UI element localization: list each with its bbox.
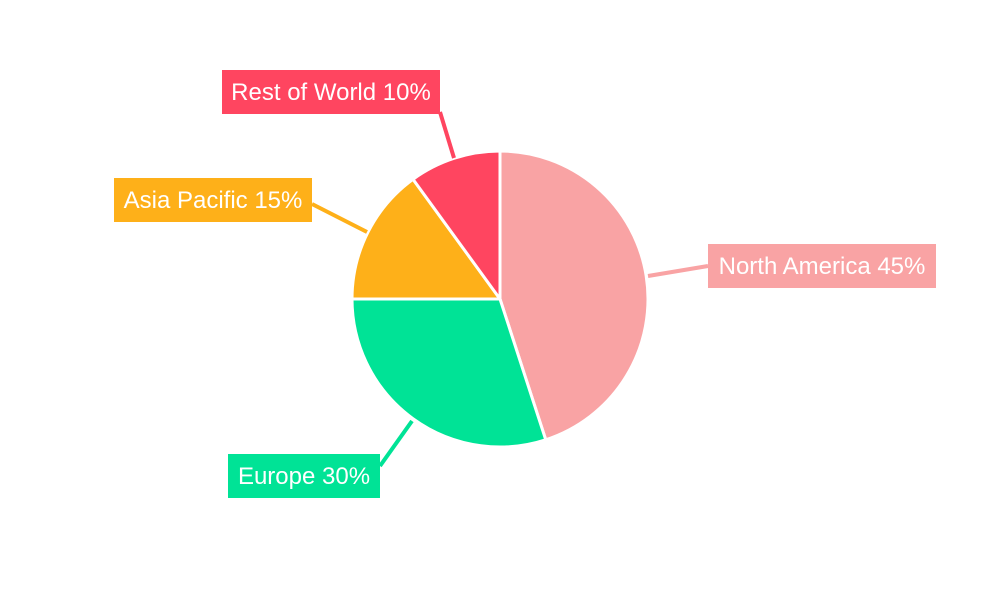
data-label-box bbox=[114, 178, 312, 222]
data-label-box bbox=[222, 70, 440, 114]
leader-line bbox=[311, 202, 368, 234]
data-label-box bbox=[708, 244, 936, 288]
pie-slice-europe[interactable] bbox=[350, 297, 548, 449]
data-label: Asia Pacific 15% bbox=[124, 187, 303, 214]
data-label: Rest of World 10% bbox=[231, 79, 431, 106]
pie-slice-north-america[interactable] bbox=[498, 149, 650, 442]
data-label: North America 45% bbox=[719, 253, 926, 280]
data-label-box bbox=[228, 454, 380, 498]
pie-slice-asia-pacific[interactable] bbox=[350, 177, 502, 301]
pie-slice-rest-of-world[interactable] bbox=[411, 149, 502, 301]
leader-line bbox=[647, 264, 709, 278]
data-label: Europe 30% bbox=[238, 463, 370, 490]
leader-line bbox=[438, 111, 456, 159]
leader-line bbox=[378, 419, 414, 468]
